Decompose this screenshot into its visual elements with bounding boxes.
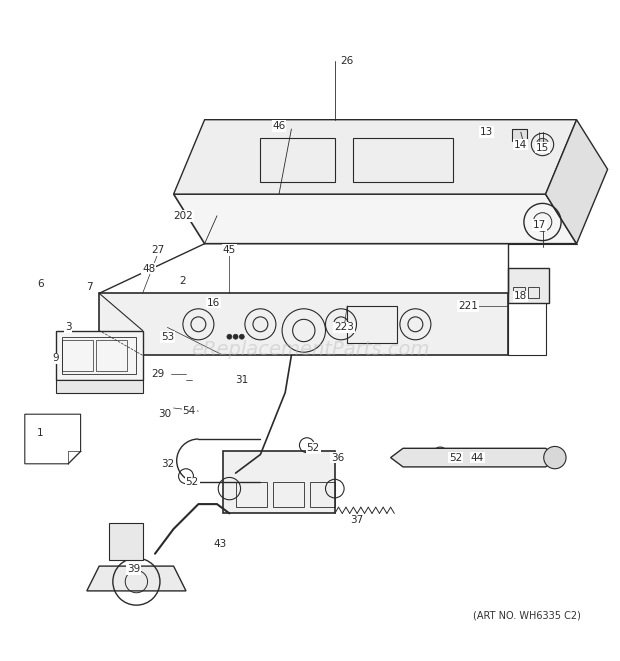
Text: 15: 15 [536, 143, 549, 153]
Polygon shape [174, 120, 577, 194]
Text: 45: 45 [223, 245, 236, 255]
Bar [528, 287, 539, 298]
Text: 46: 46 [272, 121, 286, 131]
Text: 32: 32 [161, 459, 174, 469]
Text: 29: 29 [151, 369, 165, 379]
Bar [347, 305, 397, 343]
Polygon shape [99, 293, 508, 356]
Text: 13: 13 [480, 127, 494, 137]
Bar [513, 287, 525, 298]
Text: 1: 1 [37, 428, 43, 438]
Text: 52: 52 [449, 453, 463, 463]
Polygon shape [174, 194, 577, 244]
Bar [512, 129, 527, 141]
Text: 18: 18 [514, 292, 528, 301]
Circle shape [227, 334, 232, 339]
Polygon shape [25, 414, 81, 464]
Text: 43: 43 [213, 539, 227, 549]
Text: 6: 6 [37, 279, 43, 289]
Text: 36: 36 [331, 453, 345, 463]
Bar [260, 138, 335, 182]
Text: 3: 3 [65, 323, 71, 332]
Text: eReplacementParts.com: eReplacementParts.com [191, 340, 429, 359]
Bar [310, 483, 335, 507]
Circle shape [233, 334, 238, 339]
Text: 53: 53 [161, 332, 174, 342]
Circle shape [544, 446, 566, 469]
Text: 31: 31 [235, 375, 249, 385]
Bar [62, 340, 93, 371]
Text: 17: 17 [533, 220, 546, 230]
Circle shape [239, 334, 244, 339]
Text: 37: 37 [350, 515, 363, 525]
Bar [508, 293, 546, 356]
Text: 44: 44 [471, 453, 484, 463]
Bar [273, 483, 304, 507]
Bar [353, 138, 453, 182]
Circle shape [536, 138, 549, 151]
Polygon shape [56, 330, 143, 380]
Text: 30: 30 [157, 409, 171, 419]
Bar [236, 483, 267, 507]
Text: 26: 26 [340, 56, 354, 66]
Text: 9: 9 [53, 354, 59, 364]
Text: 202: 202 [173, 211, 193, 221]
Text: 48: 48 [142, 264, 156, 274]
Polygon shape [391, 448, 558, 467]
Text: 7: 7 [87, 282, 93, 292]
Text: 16: 16 [207, 297, 221, 307]
Polygon shape [56, 380, 143, 393]
Bar [108, 523, 143, 560]
Polygon shape [87, 566, 186, 591]
Text: 52: 52 [185, 477, 199, 487]
Text: 39: 39 [126, 564, 140, 574]
Text: 2: 2 [180, 276, 186, 286]
Text: 54: 54 [182, 406, 196, 416]
Text: 27: 27 [151, 245, 165, 255]
Bar [223, 451, 335, 514]
Text: 52: 52 [306, 444, 320, 453]
Polygon shape [546, 120, 608, 244]
Bar [96, 340, 127, 371]
Text: 223: 223 [334, 323, 354, 332]
Text: 14: 14 [514, 139, 528, 149]
Bar [508, 268, 549, 303]
Bar [62, 336, 136, 374]
Text: (ART NO. WH6335 C2): (ART NO. WH6335 C2) [473, 611, 581, 621]
Text: 221: 221 [458, 301, 478, 311]
